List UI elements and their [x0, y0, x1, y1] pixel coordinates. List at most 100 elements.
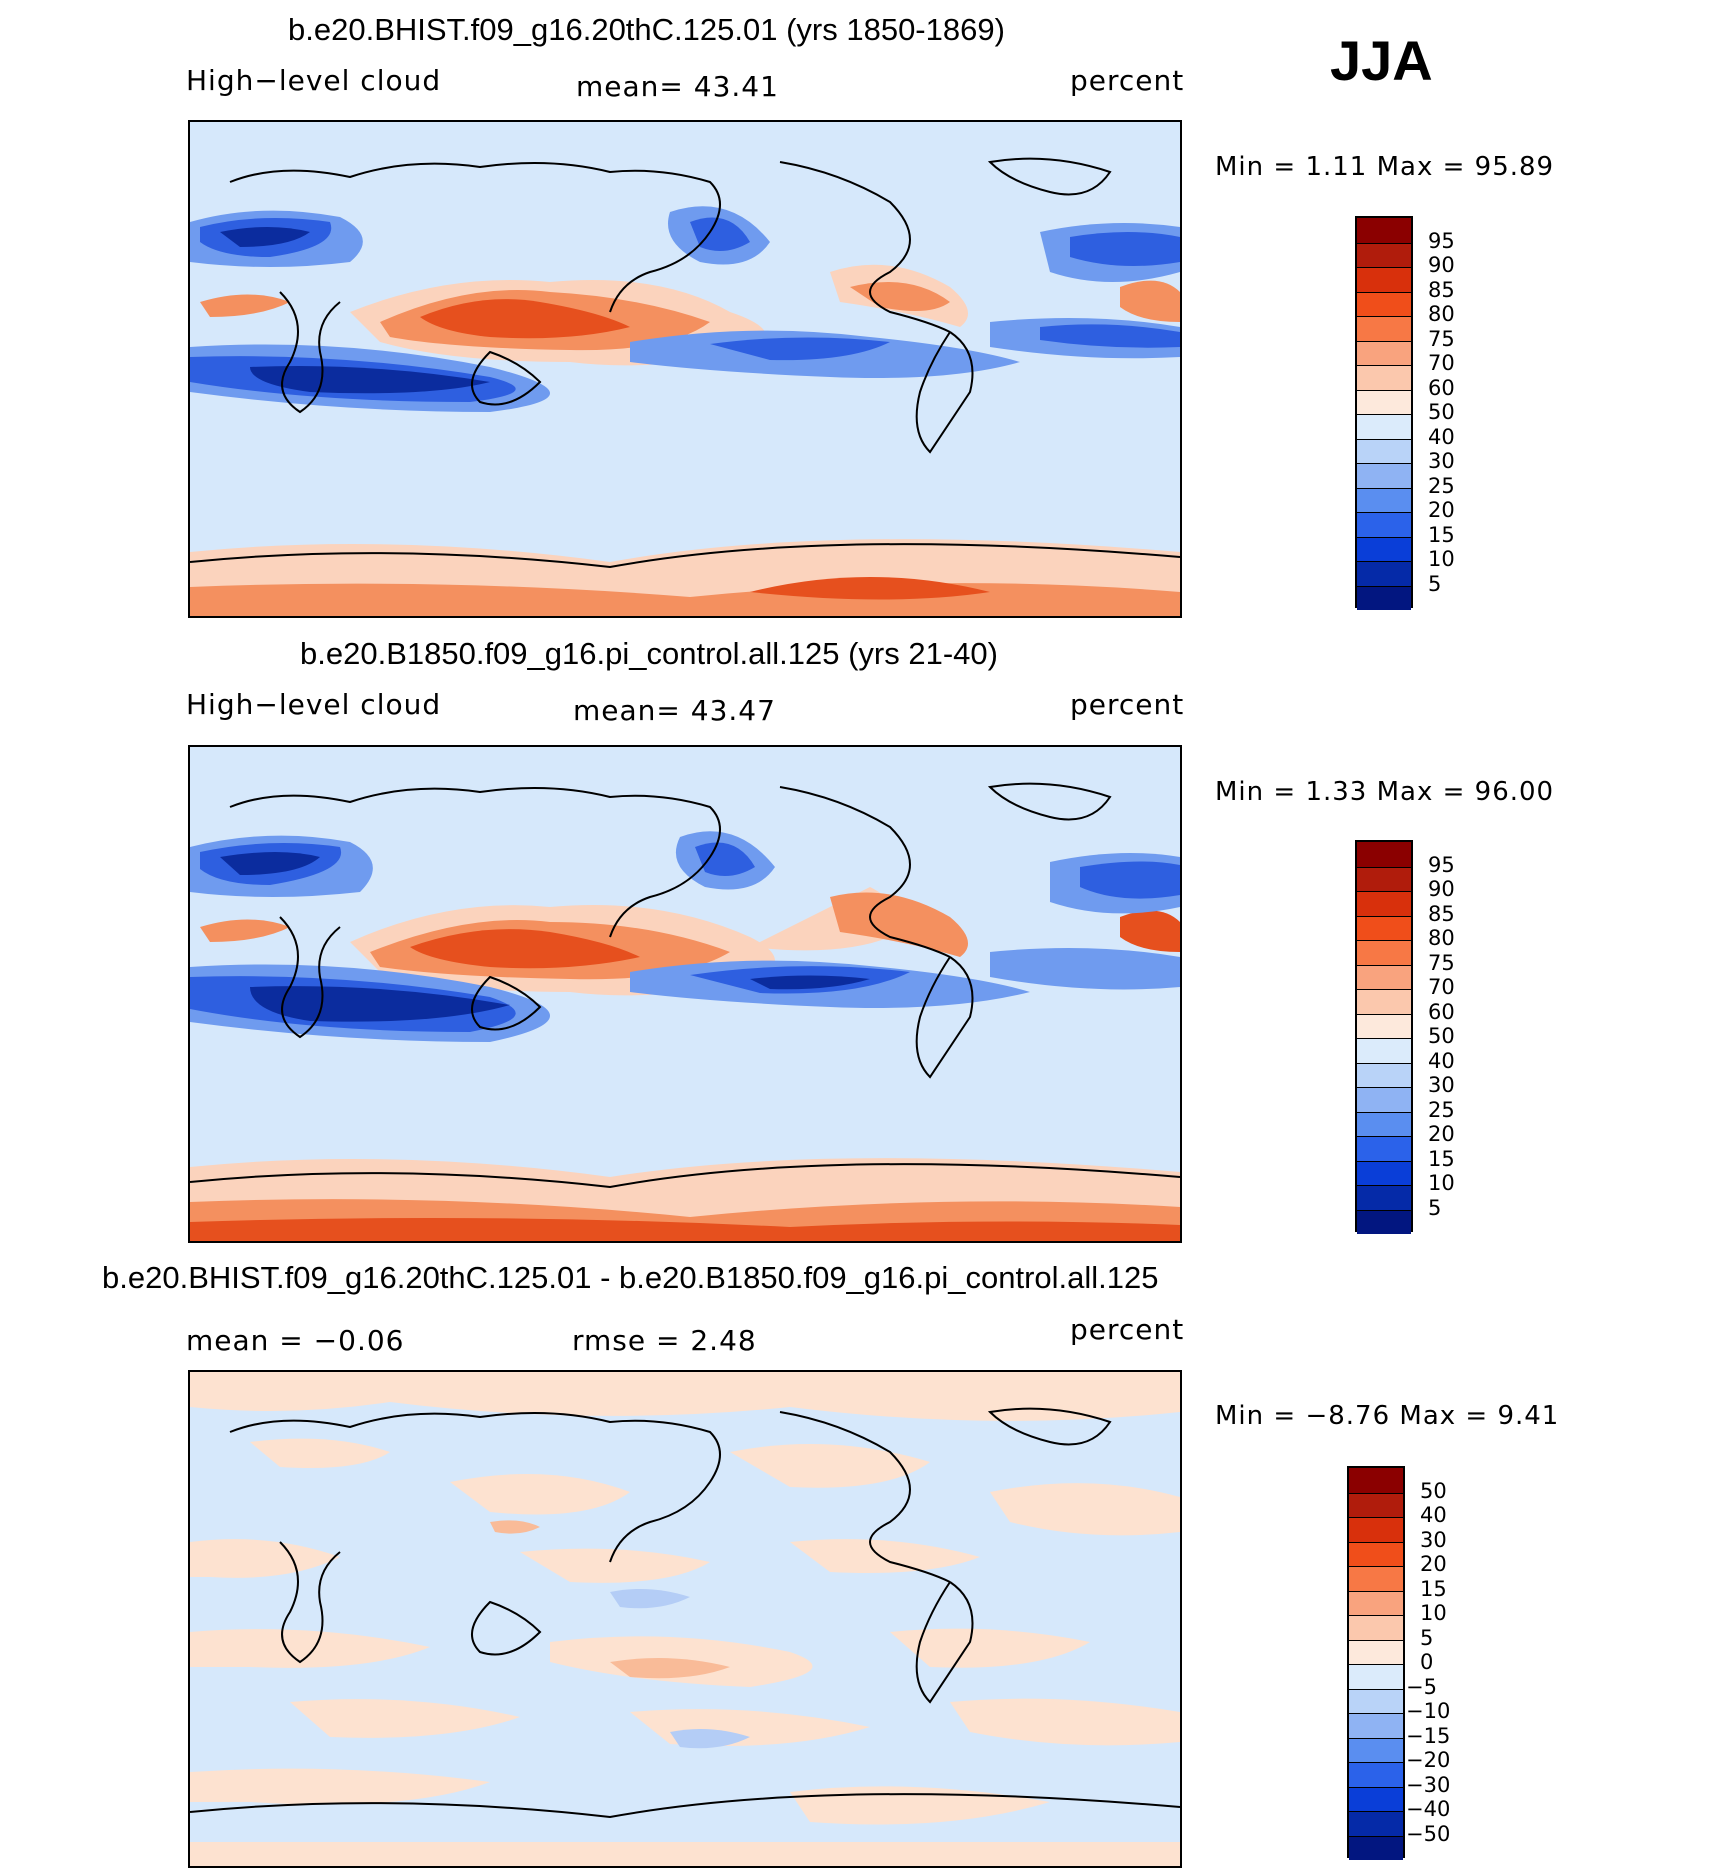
colorbar-segment: [1357, 1209, 1411, 1234]
panel-1-contour-field: [190, 122, 1180, 616]
colorbar-tick-label: 40: [1428, 424, 1455, 449]
colorbar-segment: [1357, 989, 1411, 1014]
colorbar-segment: [1357, 964, 1411, 989]
panel-3-rmse-label: rmse = 2.48: [572, 1324, 757, 1357]
panel-1-title: b.e20.BHIST.f09_g16.20thC.125.01 (yrs 18…: [288, 12, 1005, 47]
panel-2-colorbar: [1355, 840, 1413, 1234]
colorbar-segment: [1357, 267, 1411, 292]
colorbar-tick-label: 90: [1428, 253, 1455, 277]
colorbar-tick-label: 5: [1428, 571, 1442, 596]
panel-1-variable-label: High−level cloud: [186, 64, 442, 97]
colorbar-tick-label: 40: [1428, 1048, 1455, 1073]
colorbar-tick-label: −30: [1406, 1772, 1451, 1797]
colorbar-tick-label: 15: [1420, 1576, 1447, 1601]
panel-2-units-label: percent: [1070, 688, 1185, 721]
colorbar-segment: [1349, 1664, 1403, 1689]
panel-2-map: [188, 745, 1182, 1243]
colorbar-segment: [1357, 866, 1411, 891]
colorbar-segment: [1357, 1136, 1411, 1161]
colorbar-tick-label: −10: [1406, 1699, 1451, 1723]
colorbar-segment: [1349, 1688, 1403, 1713]
panel-2-variable-label: High−level cloud: [186, 688, 442, 721]
colorbar-tick-label: 60: [1428, 375, 1455, 400]
colorbar-tick-label: 30: [1428, 1073, 1455, 1097]
panel-1-minmax: Min = 1.11 Max = 95.89: [1215, 152, 1555, 182]
colorbar-segment: [1349, 1492, 1403, 1517]
panel-2-contour-field: [190, 747, 1180, 1241]
colorbar-tick-label: 10: [1420, 1601, 1447, 1625]
colorbar-tick-label: 50: [1428, 400, 1455, 424]
panel-3-colorbar: [1347, 1466, 1405, 1860]
colorbar-segment: [1357, 242, 1411, 267]
colorbar-tick-label: 0: [1420, 1650, 1434, 1674]
colorbar-tick-label: 30: [1428, 449, 1455, 473]
panel-3-minmax: Min = −8.76 Max = 9.41: [1215, 1401, 1560, 1431]
colorbar-segment: [1349, 1639, 1403, 1664]
season-label: JJA: [1330, 29, 1433, 92]
colorbar-segment: [1357, 365, 1411, 390]
colorbar-tick-label: 75: [1428, 950, 1455, 975]
colorbar-segment: [1357, 291, 1411, 316]
colorbar-segment: [1357, 389, 1411, 414]
colorbar-tick-label: 85: [1428, 277, 1455, 302]
colorbar-tick-label: 25: [1428, 1097, 1455, 1122]
colorbar-tick-label: 5: [1420, 1625, 1434, 1650]
colorbar-tick-label: 15: [1428, 522, 1455, 547]
colorbar-segment: [1349, 1762, 1403, 1787]
panel-2-title: b.e20.B1850.f09_g16.pi_control.all.125 (…: [300, 636, 998, 671]
colorbar-segment: [1357, 316, 1411, 341]
colorbar-tick-label: 75: [1428, 326, 1455, 351]
colorbar-segment: [1349, 1566, 1403, 1591]
colorbar-segment: [1357, 561, 1411, 586]
colorbar-segment: [1357, 1111, 1411, 1136]
colorbar-segment: [1349, 1517, 1403, 1542]
colorbar-tick-label: 10: [1428, 1171, 1455, 1195]
colorbar-segment: [1349, 1541, 1403, 1566]
colorbar-tick-label: 90: [1428, 877, 1455, 901]
colorbar-segment: [1357, 940, 1411, 965]
colorbar-segment: [1349, 1786, 1403, 1811]
colorbar-tick-label: 20: [1428, 498, 1455, 522]
colorbar-segment: [1357, 1185, 1411, 1210]
colorbar-tick-label: 70: [1428, 351, 1455, 375]
colorbar-segment: [1349, 1713, 1403, 1738]
colorbar-segment: [1349, 1615, 1403, 1640]
colorbar-tick-label: 50: [1420, 1478, 1447, 1503]
colorbar-tick-label: 60: [1428, 999, 1455, 1024]
colorbar-segment: [1357, 1038, 1411, 1063]
colorbar-segment: [1357, 512, 1411, 537]
colorbar-segment: [1357, 1160, 1411, 1185]
panel-3-mean-label: mean = −0.06: [186, 1324, 405, 1357]
colorbar-tick-label: 25: [1428, 473, 1455, 498]
colorbar-tick-label: 30: [1420, 1527, 1447, 1552]
panel-1-units-label: percent: [1070, 64, 1185, 97]
colorbar-tick-label: 20: [1420, 1552, 1447, 1576]
panel-3-contour-field: [190, 1372, 1180, 1866]
colorbar-tick-label: 10: [1428, 547, 1455, 571]
colorbar-tick-label: 95: [1428, 852, 1455, 877]
panel-3-map: [188, 1370, 1182, 1868]
colorbar-tick-label: −15: [1406, 1723, 1451, 1748]
colorbar-segment: [1357, 1062, 1411, 1087]
colorbar-segment: [1357, 414, 1411, 439]
colorbar-segment: [1357, 218, 1411, 243]
colorbar-tick-label: −50: [1406, 1821, 1451, 1846]
colorbar-segment: [1357, 438, 1411, 463]
colorbar-tick-label: −40: [1406, 1797, 1451, 1821]
colorbar-tick-label: 15: [1428, 1146, 1455, 1171]
colorbar-segment: [1357, 487, 1411, 512]
colorbar-tick-label: 70: [1428, 975, 1455, 999]
panel-2-minmax: Min = 1.33 Max = 96.00: [1215, 777, 1555, 807]
colorbar-tick-label: 20: [1428, 1122, 1455, 1146]
panel-1-colorbar: [1355, 216, 1413, 610]
colorbar-segment: [1349, 1811, 1403, 1836]
panel-1-mean-label: mean= 43.41: [576, 70, 779, 103]
colorbar-segment: [1357, 842, 1411, 867]
panel-3-title: b.e20.BHIST.f09_g16.20thC.125.01 - b.e20…: [102, 1260, 1159, 1295]
panel-1-map: [188, 120, 1182, 618]
colorbar-tick-label: 85: [1428, 901, 1455, 926]
colorbar-segment: [1357, 915, 1411, 940]
colorbar-segment: [1357, 536, 1411, 561]
colorbar-segment: [1357, 891, 1411, 916]
panel-3-units-label: percent: [1070, 1313, 1185, 1346]
